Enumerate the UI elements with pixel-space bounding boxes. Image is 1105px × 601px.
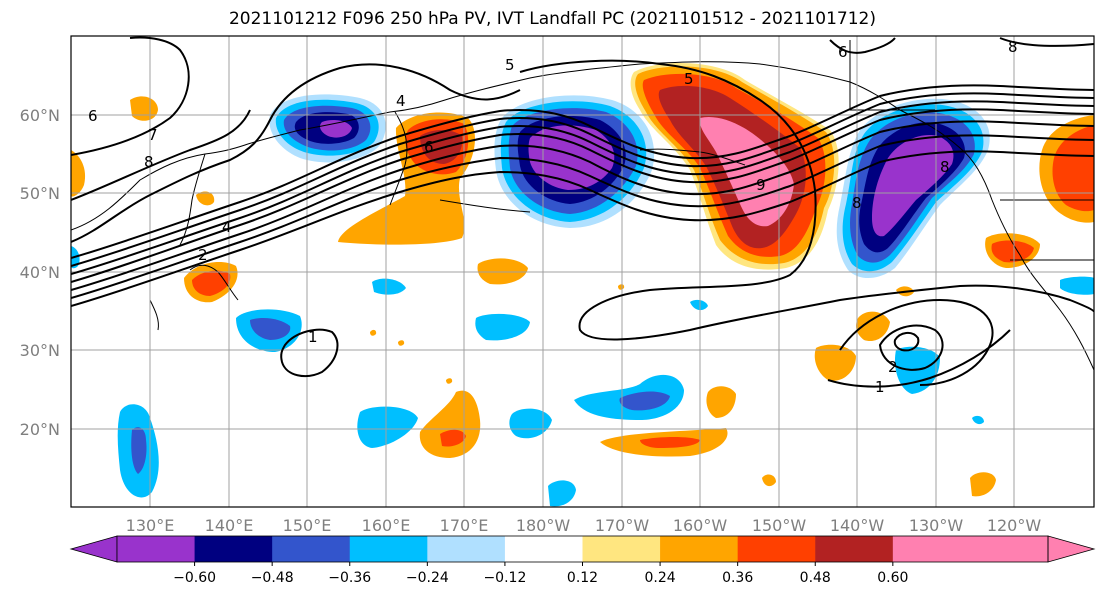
- colorbar-segment: [504, 536, 583, 562]
- contour-label: 1: [308, 328, 318, 346]
- colorbar: −0.60 −0.48 −0.36 −0.24 −0.12 0.12 0.24 0.36 0.4…: [69, 535, 1096, 586]
- contour-label: 9: [756, 176, 766, 194]
- colorbar-tick-label: 0.24: [644, 570, 675, 586]
- lon-label: 150°E: [283, 516, 332, 535]
- colorbar-segment: [737, 536, 816, 562]
- contour-labels: 5 6 6 7 8 8 4 4 5 2 9 8 1 2 1 6 8: [88, 38, 1018, 396]
- contour-label: 2: [888, 358, 898, 376]
- pv-contours: [71, 36, 1094, 388]
- lon-axis: 130°E 140°E 150°E 160°E 170°E 180°W 170°…: [126, 516, 1042, 535]
- contour-label: 5: [505, 56, 515, 74]
- colorbar-segment: [815, 536, 894, 562]
- lon-label: 140°W: [830, 516, 885, 535]
- lon-label: 160°W: [673, 516, 728, 535]
- lon-label: 170°W: [595, 516, 650, 535]
- contour-label: 8: [852, 194, 862, 212]
- map-frame: [70, 35, 1095, 508]
- colorbar-segment: [970, 536, 1049, 562]
- lon-label: 130°E: [126, 516, 175, 535]
- colorbar-tick-label: 0.48: [800, 570, 831, 586]
- contour-label: 8: [1008, 38, 1018, 56]
- lat-axis: 60°N 50°N 40°N 30°N 20°N: [20, 106, 60, 439]
- colorbar-segment: [660, 536, 739, 562]
- colorbar-tick-label: −0.24: [406, 570, 449, 586]
- colorbar-segment: [892, 536, 971, 562]
- colorbar-segment: [272, 536, 351, 562]
- lon-label: 160°E: [362, 516, 411, 535]
- lon-label: 150°W: [752, 516, 807, 535]
- colorbar-segment: [117, 536, 196, 562]
- contour-label: 7: [148, 126, 158, 144]
- lon-label: 130°W: [909, 516, 964, 535]
- colorbar-segment: [349, 536, 428, 562]
- lat-label: 30°N: [20, 341, 60, 360]
- colorbar-tick-label: −0.12: [483, 570, 526, 586]
- contour-label: 8: [144, 153, 154, 171]
- colorbar-tick-label: 0.60: [877, 570, 908, 586]
- colorbar-arrow-left: [69, 535, 118, 563]
- colorbar-segment: [582, 536, 661, 562]
- lon-label: 140°E: [205, 516, 254, 535]
- lat-label: 60°N: [20, 106, 60, 125]
- contour-label: 6: [88, 107, 98, 125]
- colorbar-tick-label: −0.48: [251, 570, 294, 586]
- contour-label: 6: [838, 43, 848, 61]
- colorbar-segment: [427, 536, 506, 562]
- contour-label: 4: [222, 218, 232, 236]
- map-title: 2021101212 F096 250 hPa PV, IVT Landfall…: [228, 9, 876, 29]
- lat-label: 20°N: [20, 420, 60, 439]
- colorbar-tick-label: −0.36: [328, 570, 371, 586]
- lon-label: 120°W: [987, 516, 1042, 535]
- contour-label: 2: [198, 246, 208, 264]
- contour-label: 5: [684, 70, 694, 88]
- lon-label: 170°E: [440, 516, 489, 535]
- colorbar-segment: [194, 536, 273, 562]
- contour-label: 8: [940, 158, 950, 176]
- contour-label: 6: [424, 138, 434, 156]
- contour-label: 1: [875, 378, 885, 396]
- colorbar-tick-label: −0.60: [173, 570, 216, 586]
- lat-label: 40°N: [20, 263, 60, 282]
- colorbar-tick-label: 0.12: [567, 570, 598, 586]
- colorbar-arrow-right: [1047, 535, 1096, 563]
- lat-label: 50°N: [20, 184, 60, 203]
- contour-label: 4: [396, 92, 406, 110]
- colorbar-tick-label: 0.36: [722, 570, 753, 586]
- lon-label: 180°W: [516, 516, 571, 535]
